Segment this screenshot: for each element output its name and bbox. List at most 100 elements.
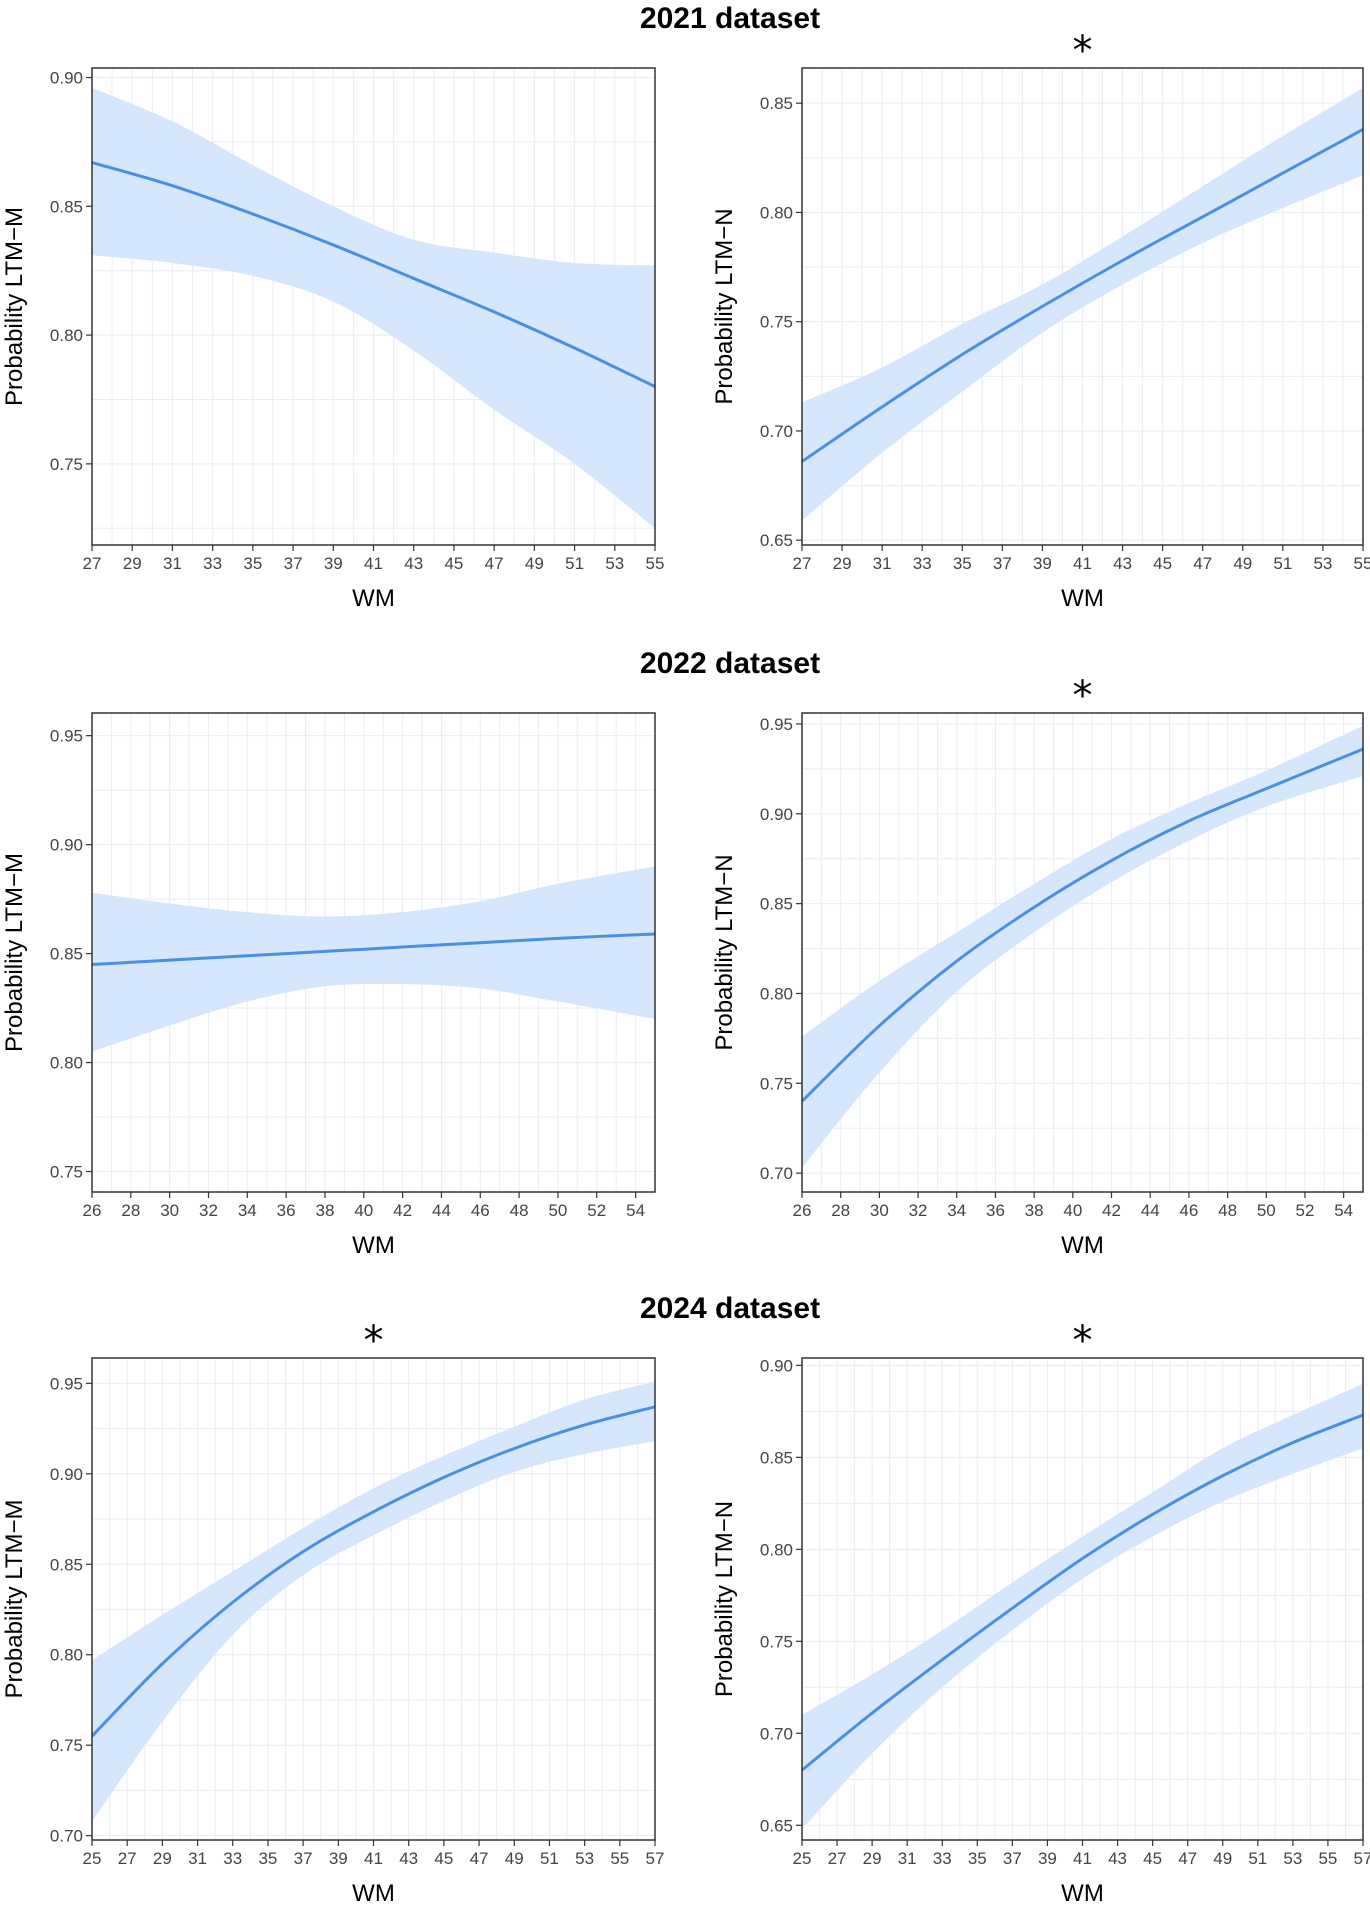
x-tick-label: 55 <box>1318 1849 1337 1868</box>
x-tick-label: 51 <box>540 1849 559 1868</box>
x-tick-label: 57 <box>1354 1849 1370 1868</box>
y-axis-title: Probability LTM−N <box>711 1501 738 1697</box>
y-tick-label: 0.80 <box>760 984 793 1003</box>
y-tick-label: 0.70 <box>760 1724 793 1743</box>
chart-panel-2024-ltm-m: 25 27 29 31 33 35 37 39 41 43 45 47 49 51 53 55 57 0.70 0.… <box>1 1318 664 1907</box>
x-tick-label: 47 <box>485 554 504 573</box>
x-tick-label: 29 <box>123 554 142 573</box>
y-tick-label: 0.75 <box>50 455 83 474</box>
y-axis-title: Probability LTM−M <box>1 207 28 406</box>
x-tick-label: 31 <box>873 554 892 573</box>
y-tick-label: 0.70 <box>50 1827 83 1846</box>
x-tick-label: 47 <box>470 1849 489 1868</box>
x-tick-label: 51 <box>565 554 584 573</box>
x-tick-label: 53 <box>1313 554 1332 573</box>
x-tick-label: 44 <box>1141 1201 1160 1220</box>
y-tick-label: 0.95 <box>50 1374 83 1393</box>
x-tick-label: 45 <box>1153 554 1172 573</box>
x-tick-label: 48 <box>510 1201 529 1220</box>
fit-line <box>800 747 1364 1103</box>
x-tick-label: 27 <box>793 554 812 573</box>
y-tick-label: 0.85 <box>50 1555 83 1574</box>
x-tick-label: 51 <box>1248 1849 1267 1868</box>
x-tick-label: 40 <box>1063 1201 1082 1220</box>
confidence-band <box>92 1381 655 1822</box>
y-tick-label: 0.90 <box>50 69 83 88</box>
fit-line <box>801 128 1364 463</box>
x-tick-label: 54 <box>1334 1201 1353 1220</box>
x-tick-label: 57 <box>646 1849 665 1868</box>
significance-marker: * <box>364 1318 384 1364</box>
chart-panel-2022-ltm-m: 26 28 30 32 34 36 38 40 42 44 46 48 50 52 54 0.75 0.80 0.… <box>1 712 656 1259</box>
fit-line <box>91 932 656 966</box>
confidence-band <box>802 725 1363 1168</box>
x-tick-label: 29 <box>833 554 852 573</box>
x-axis-title: WM <box>1061 585 1104 612</box>
y-tick-label: 0.90 <box>50 836 83 855</box>
x-tick-label: 37 <box>993 554 1012 573</box>
y-tick-label: 0.75 <box>50 1736 83 1755</box>
x-tick-label: 28 <box>121 1201 140 1220</box>
x-tick-label: 43 <box>404 554 423 573</box>
y-axis-title: Probability LTM−M <box>1 1500 28 1699</box>
x-tick-label: 55 <box>1354 554 1370 573</box>
x-tick-label: 49 <box>505 1849 524 1868</box>
y-tick-label: 0.65 <box>760 531 793 550</box>
x-tick-label: 44 <box>432 1201 451 1220</box>
y-tick-label: 0.75 <box>50 1163 83 1182</box>
y-tick-label: 0.80 <box>50 1646 83 1665</box>
x-tick-label: 45 <box>434 1849 453 1868</box>
panel-border <box>801 712 1364 1193</box>
x-tick-label: 52 <box>1296 1201 1315 1220</box>
x-tick-label: 35 <box>243 554 262 573</box>
fit-line <box>90 1405 656 1738</box>
x-tick-label: 55 <box>610 1849 629 1868</box>
x-tick-label: 31 <box>188 1849 207 1868</box>
x-tick-label: 47 <box>1193 554 1212 573</box>
x-tick-label: 39 <box>1033 554 1052 573</box>
fit-line <box>801 1413 1364 1772</box>
x-tick-label: 29 <box>863 1849 882 1868</box>
y-tick-label: 0.85 <box>50 197 83 216</box>
x-tick-label: 25 <box>793 1849 812 1868</box>
y-tick-label: 0.90 <box>50 1465 83 1484</box>
y-tick-label: 0.90 <box>760 1356 793 1375</box>
section-title-2022: 2022 dataset <box>640 647 820 680</box>
x-tick-label: 43 <box>399 1849 418 1868</box>
x-tick-label: 38 <box>316 1201 335 1220</box>
x-tick-label: 49 <box>525 554 544 573</box>
x-tick-label: 31 <box>898 1849 917 1868</box>
significance-marker: * <box>1073 1318 1093 1364</box>
y-axis-title: Probability LTM−M <box>1 853 28 1052</box>
y-tick-label: 0.85 <box>760 895 793 914</box>
x-tick-label: 53 <box>605 554 624 573</box>
x-tick-label: 39 <box>329 1849 348 1868</box>
chart-panel-2024-ltm-n: 25 27 29 31 33 35 37 39 41 43 45 47 49 51 53 55 57 0.65 0.… <box>711 1318 1370 1907</box>
x-tick-label: 31 <box>163 554 182 573</box>
x-tick-label: 33 <box>913 554 932 573</box>
x-tick-label: 42 <box>1102 1201 1121 1220</box>
y-tick-label: 0.95 <box>760 715 793 734</box>
y-axis-title: Probability LTM−N <box>711 208 738 404</box>
x-tick-label: 30 <box>870 1201 889 1220</box>
confidence-band <box>92 866 655 1052</box>
x-tick-label: 40 <box>354 1201 373 1220</box>
x-tick-label: 37 <box>1003 1849 1022 1868</box>
x-tick-label: 37 <box>294 1849 313 1868</box>
y-tick-label: 0.80 <box>50 1054 83 1073</box>
x-tick-label: 48 <box>1218 1201 1237 1220</box>
x-axis-title: WM <box>352 1880 395 1907</box>
x-tick-label: 25 <box>83 1849 102 1868</box>
x-tick-label: 37 <box>284 554 303 573</box>
x-tick-label: 54 <box>626 1201 645 1220</box>
x-tick-label: 32 <box>199 1201 218 1220</box>
x-axis-title: WM <box>1061 1232 1104 1259</box>
y-tick-label: 0.90 <box>760 805 793 824</box>
panel-border <box>91 712 656 1193</box>
y-tick-label: 0.80 <box>760 1540 793 1559</box>
panels: 27 29 31 33 35 37 39 41 43 45 47 49 51 53 55 0.75 0.80 0.… <box>1 28 1370 1907</box>
y-tick-label: 0.65 <box>760 1816 793 1835</box>
x-tick-label: 43 <box>1108 1849 1127 1868</box>
y-tick-label: 0.70 <box>760 1164 793 1183</box>
